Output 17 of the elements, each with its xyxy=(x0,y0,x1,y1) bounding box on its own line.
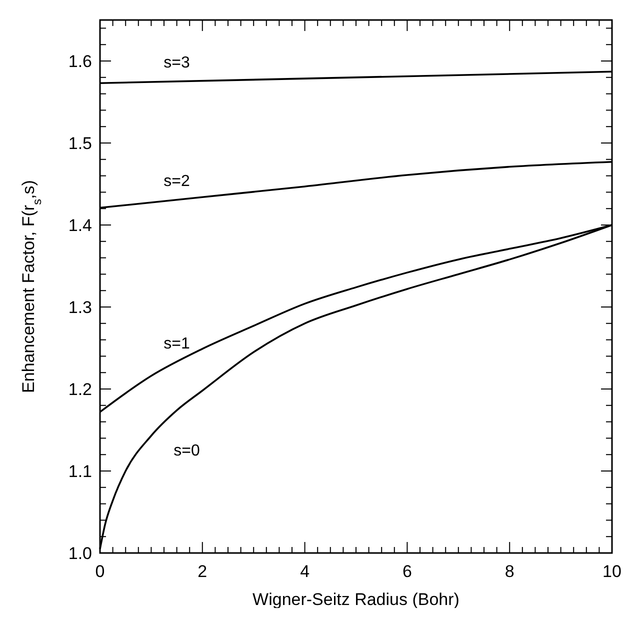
y-tick-label: 1.2 xyxy=(68,380,92,399)
series-label: s=1 xyxy=(164,335,190,352)
series-label: s=0 xyxy=(174,442,200,460)
x-tick-label: 6 xyxy=(402,562,412,581)
y-tick-label: 1.4 xyxy=(68,216,92,235)
y-tick-label: 1.5 xyxy=(68,134,92,153)
y-tick-label: 1.6 xyxy=(68,52,92,71)
x-tick-label: 4 xyxy=(300,562,310,581)
x-tick-label: 2 xyxy=(198,562,208,581)
x-tick-label: 8 xyxy=(504,562,514,581)
y-tick-label: 1.0 xyxy=(68,544,92,563)
series-label: s=2 xyxy=(164,172,190,190)
y-tick-label: 1.3 xyxy=(68,298,92,317)
series-label: s=3 xyxy=(164,54,190,72)
x-tick-label: 0 xyxy=(95,562,105,581)
y-tick-label: 1.1 xyxy=(68,462,92,481)
x-tick-label: 10 xyxy=(602,562,622,581)
